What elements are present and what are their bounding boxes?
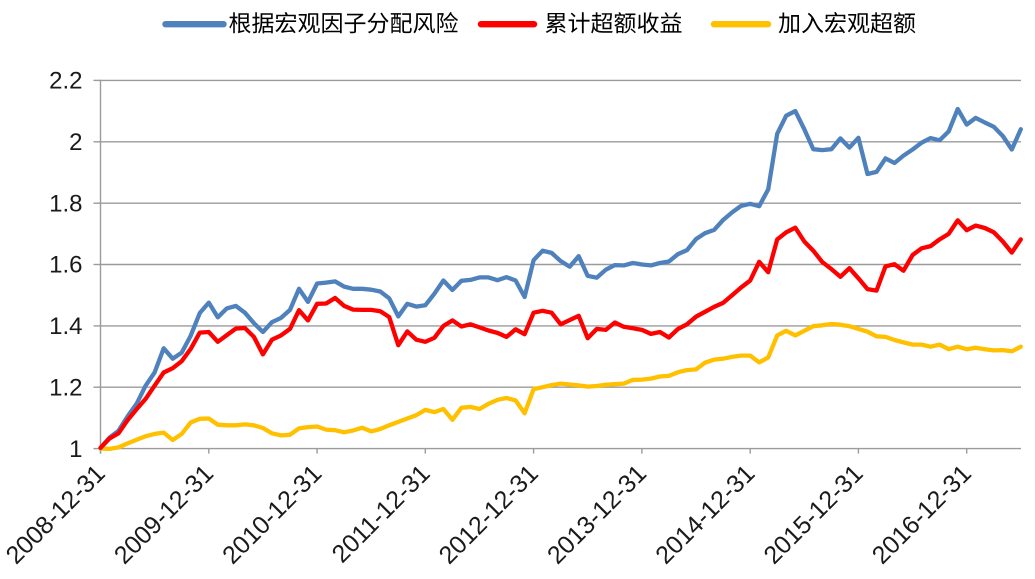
svg-text:1.2: 1.2 xyxy=(49,374,82,401)
svg-text:1.4: 1.4 xyxy=(49,313,82,340)
svg-text:1.6: 1.6 xyxy=(49,252,82,279)
svg-text:1.8: 1.8 xyxy=(49,190,82,217)
svg-text:2: 2 xyxy=(69,129,82,156)
svg-text:2.2: 2.2 xyxy=(49,68,82,95)
svg-text:1: 1 xyxy=(69,436,82,463)
